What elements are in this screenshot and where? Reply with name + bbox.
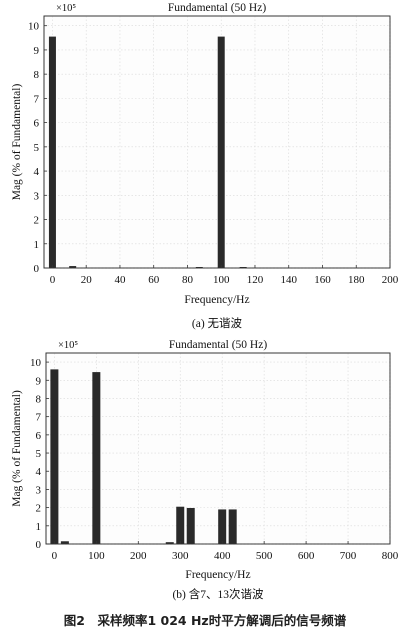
y-tick-label: 0 [36,539,42,551]
scale-factor-label: ×10⁵ [56,3,76,14]
x-tick-label: 500 [256,550,273,562]
x-tick-label: 60 [148,274,160,286]
y-tick-label: 9 [34,45,40,57]
x-tick-label: 100 [213,274,230,286]
bar [186,507,195,544]
y-tick-label: 4 [34,166,40,178]
y-tick-label: 10 [28,21,40,33]
y-tick-label: 3 [36,484,42,496]
y-tick-label: 8 [34,69,40,81]
y-tick-label: 6 [36,430,42,442]
subfigure-caption: (b) 含7、13次谐波 [172,587,264,601]
scale-factor-label: ×10⁵ [58,340,78,351]
y-axis-label: Mag (% of Fundamental) [11,390,23,507]
x-tick-label: 300 [172,550,189,562]
x-tick-label: 0 [52,550,58,562]
y-tick-label: 10 [30,357,42,369]
axes-frame [43,15,391,269]
y-tick-label: 5 [36,448,42,460]
bar [228,509,237,544]
x-tick-label: 120 [247,274,264,286]
x-tick-label: 600 [298,550,315,562]
bar [217,36,225,268]
x-tick-label: 180 [348,274,365,286]
x-axis-label: Frequency/Hz [184,294,249,306]
x-axis-label: Frequency/Hz [185,569,250,581]
x-tick-label: 400 [214,550,231,562]
chart-a: 0 20 40 60 80 100 120 140 160 180 200 0 1 2 3 4 5 6 7 8 9 10 F… [11,2,399,330]
bar [165,542,174,544]
bar [60,541,69,544]
y-tick-label: 9 [36,375,42,387]
x-tick-label: 700 [340,550,357,562]
x-tick-label: 40 [114,274,126,286]
x-tick-label: 20 [81,274,93,286]
bar [50,369,59,544]
x-tick-label: 160 [314,274,331,286]
x-tick-label: 80 [182,274,194,286]
axes-frame [45,352,391,545]
y-tick-label: 7 [36,412,42,424]
subfigure-caption: (a) 无谐波 [192,316,243,330]
y-tick-label: 3 [34,190,40,202]
bar [69,266,77,268]
figure-caption: 图2 采样频率1 024 Hz时平方解调后的信号频谱 [63,613,347,628]
x-tick-label: 800 [382,550,399,562]
chart-title: Fundamental (50 Hz) [169,339,268,351]
y-tick-label: 1 [34,239,40,251]
y-tick-label: 0 [34,263,40,275]
y-tick-label: 7 [34,93,40,105]
x-tick-label: 140 [280,274,297,286]
y-tick-label: 6 [34,118,40,130]
bar [176,506,185,544]
y-tick-label: 5 [34,142,40,154]
charts-svg: 0 20 40 60 80 100 120 140 160 180 200012345678910F… [11,2,399,601]
y-tick-label: 4 [36,466,42,478]
chart-title: Fundamental (50 Hz) [168,2,267,14]
bar [239,267,247,268]
bar [92,372,101,544]
x-tick-label: 0 [50,274,56,286]
bar [48,36,56,268]
y-tick-label: 1 [36,521,42,533]
y-axis-label: Mag (% of Fundamental) [11,84,23,201]
y-tick-label: 8 [36,393,42,405]
x-tick-label: 200 [130,550,147,562]
bar [195,267,203,268]
plot-area [43,15,391,269]
chart-b: 0 100 200 300 400 500 600 700 800 0 1 2 3 4 5 6 7 8 9 10 Fun… [11,339,399,601]
y-tick-label: 2 [34,215,40,227]
x-tick-label: 100 [88,550,105,562]
x-tick-label: 200 [382,274,399,286]
y-tick-label: 2 [36,503,42,515]
bar [218,509,227,544]
